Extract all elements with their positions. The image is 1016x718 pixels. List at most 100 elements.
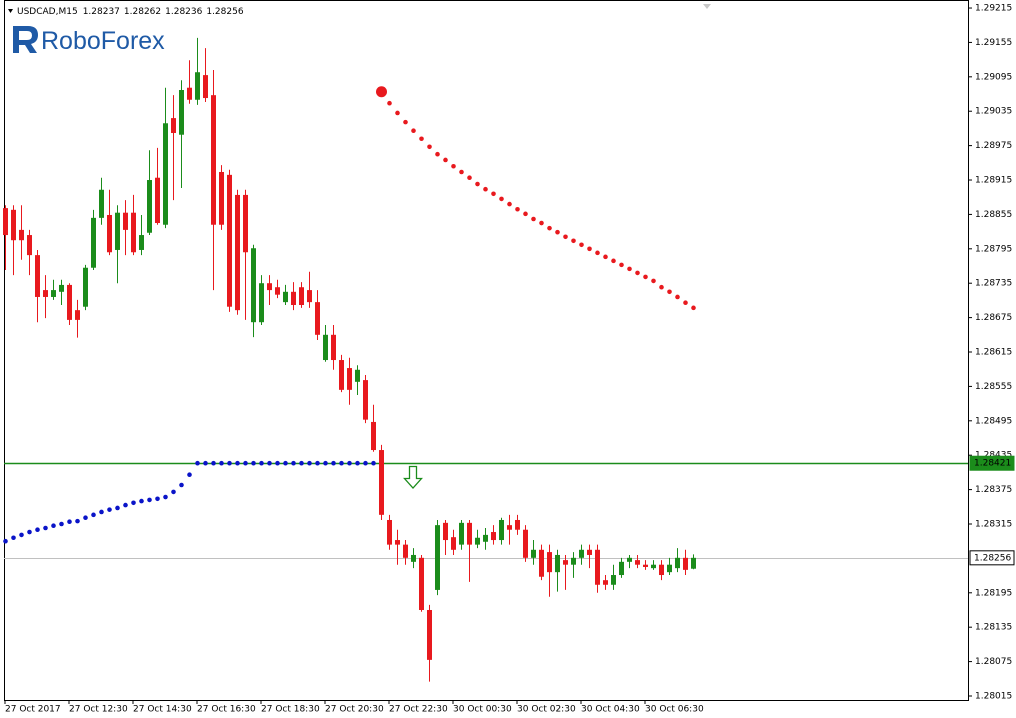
sar-dot [19,532,24,538]
sar-dot [315,460,320,466]
candle-body [611,575,616,585]
candle-body [171,118,176,134]
sar-dot [283,460,288,466]
candle-body [67,284,72,320]
sar-dot [611,258,616,264]
candle-body [187,87,192,100]
candle-body [347,368,352,390]
x-tick-label: 30 Oct 04:30 [581,705,640,715]
sar-dot [259,460,264,466]
candle-body [3,208,8,236]
sar-dot [531,216,536,222]
x-tick-label: 30 Oct 00:30 [453,705,512,715]
y-tick-label: 1.28195 [975,588,1012,598]
sar-dot [603,254,608,260]
sar-dot [147,497,152,503]
x-tick-label: 27 Oct 12:30 [69,705,128,715]
sar-dot [35,527,40,533]
candle-body [395,540,400,545]
candle-body [211,95,216,225]
sar-dot [67,519,72,525]
candle-body [267,283,272,291]
candle-body [379,450,384,515]
candle-body [435,525,440,590]
sar-dot [227,460,232,466]
candle-body [579,549,584,558]
header-high: 1.28262 [124,7,161,17]
sar-dot [376,86,387,98]
y-tick-label: 1.28015 [975,691,1012,701]
sar-dot [323,460,328,466]
candle-body [339,360,344,390]
y-tick-label: 1.28495 [975,416,1012,426]
candle-body [659,564,664,576]
candle-body [75,310,80,320]
level-label: 1.28421 [974,459,1011,469]
sar-dot [403,119,408,125]
header-low: 1.28236 [165,7,202,17]
candle-body [683,557,688,570]
sar-dot [539,220,544,226]
sar-dot [83,515,88,520]
candle-body [451,537,456,550]
candle-body [587,549,592,555]
sar-dot [339,460,344,466]
candle-body [307,290,312,303]
level-label-box [969,550,1015,566]
sar-dot [75,518,80,524]
candle-body [123,212,128,230]
candle-body [323,334,328,361]
plot-frame [4,0,969,701]
candle-body [515,519,520,530]
sar-dot [211,460,216,466]
sar-dot [123,502,128,508]
sar-dot [651,278,656,284]
level-label-box [969,455,1015,471]
sar-dot [475,181,480,187]
y-tick-label: 1.28795 [975,244,1012,254]
candle-body [259,283,264,323]
sar-dot [435,151,440,157]
y-tick-label: 1.28315 [975,519,1012,529]
sar-dot [675,294,680,300]
sar-dot [555,229,560,235]
candle-body [387,519,392,545]
candle-body [203,75,208,99]
sar-dot [107,507,112,512]
symbol: USDCAD,M15 [17,7,78,17]
candle-body [107,214,112,253]
candle-body [635,560,640,565]
y-tick-label: 1.28855 [975,210,1012,220]
header-close: 1.28256 [206,7,243,17]
sar-dot [187,472,192,477]
candle-body [275,287,280,295]
x-tick-label: 27 Oct 20:30 [325,705,384,715]
y-tick-label: 1.29035 [975,107,1012,117]
candle-body [91,217,96,268]
sar-dot [443,157,448,163]
candle-body [459,522,464,545]
menu-triangle[interactable] [8,9,13,13]
candle-body [43,290,48,297]
candle-body [427,609,432,660]
sar-dot [363,460,368,466]
candle-body [179,90,184,135]
sar-dot [195,460,200,466]
sar-dot [515,206,520,212]
candle-body [235,194,240,311]
header-open: 1.28237 [83,7,120,17]
sar-dot [115,505,120,511]
sar-dot [331,460,336,466]
candle-body [467,522,472,545]
candle-body [627,557,632,562]
candle-body [315,302,320,335]
candle-body [571,557,576,565]
plot-area [3,37,968,682]
y-tick-label: 1.28615 [975,348,1012,358]
y-tick-label: 1.28975 [975,141,1012,151]
sar-dot [51,523,56,529]
candle-body [531,549,536,558]
sar-dot [595,250,600,256]
y-tick-label: 1.29215 [975,4,1012,14]
